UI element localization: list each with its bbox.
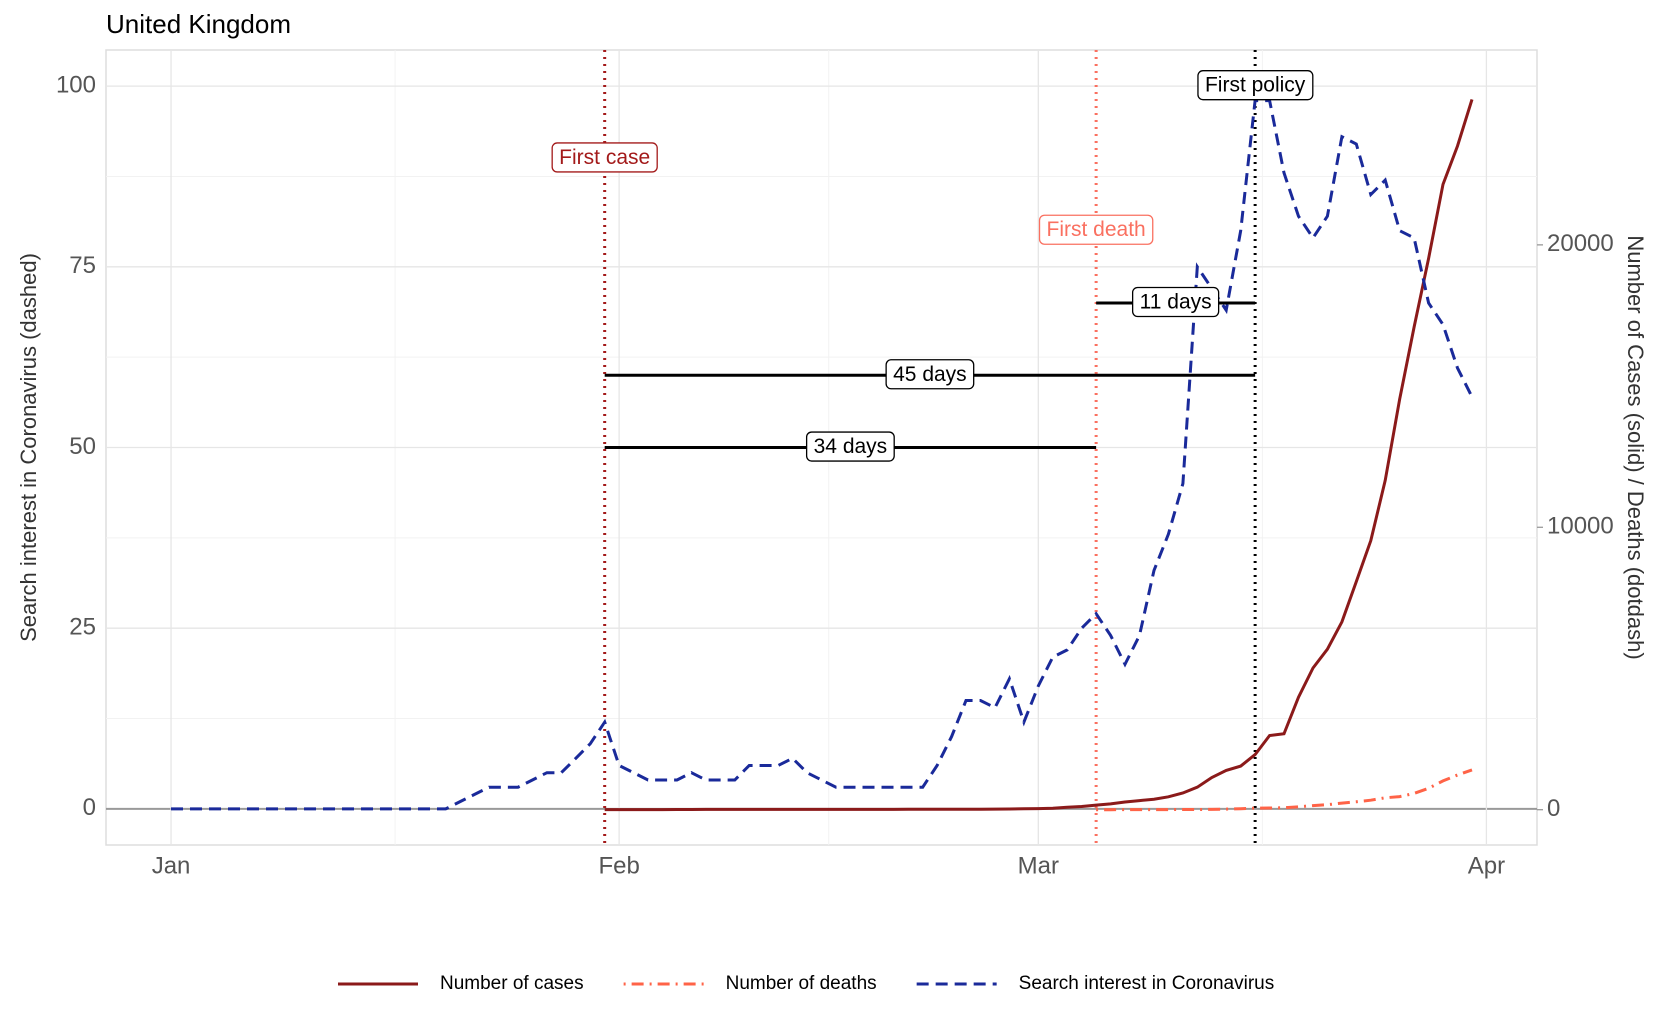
y2-tick-label: 20000 — [1547, 230, 1614, 257]
chart-title: United Kingdom — [106, 9, 291, 39]
legend-label: Number of deaths — [726, 973, 877, 994]
x-tick-label: Feb — [598, 852, 639, 879]
y2-axis-title: Number of Cases (solid) / Deaths (dotdas… — [1623, 235, 1648, 659]
x-tick-label: Apr — [1468, 852, 1505, 879]
span-label-box — [1131, 286, 1220, 318]
span-label: 11 days — [1140, 291, 1212, 314]
y-tick-label: 25 — [69, 614, 96, 641]
event-label-box — [551, 142, 658, 173]
legend-label: Search interest in Coronavirus — [1019, 973, 1275, 994]
span-label: 45 days — [893, 363, 967, 386]
y-axis-title: Search interest in Coronavirus (dashed) — [16, 253, 41, 642]
legend-label: Number of cases — [440, 973, 584, 994]
span-label: 34 days — [814, 435, 888, 458]
x-tick-label: Jan — [152, 852, 191, 879]
series-line — [604, 98, 1474, 812]
series-line — [1096, 768, 1473, 812]
event-label-box — [1038, 214, 1154, 245]
event-label: First policy — [1205, 74, 1306, 97]
x-tick-label: Mar — [1018, 852, 1059, 879]
event-label: First death — [1047, 218, 1146, 241]
y2-tick-label: 0 — [1547, 795, 1560, 822]
y-tick-label: 100 — [56, 71, 96, 98]
series-line — [171, 99, 1474, 811]
span-label-box — [805, 431, 895, 462]
span-label-box — [885, 359, 975, 390]
event-label: First case — [559, 146, 650, 169]
y-tick-label: 75 — [69, 252, 96, 279]
event-label-box — [1197, 70, 1314, 101]
y2-tick-label: 10000 — [1547, 513, 1614, 540]
y-tick-label: 0 — [83, 794, 96, 821]
y-tick-label: 50 — [69, 433, 96, 460]
